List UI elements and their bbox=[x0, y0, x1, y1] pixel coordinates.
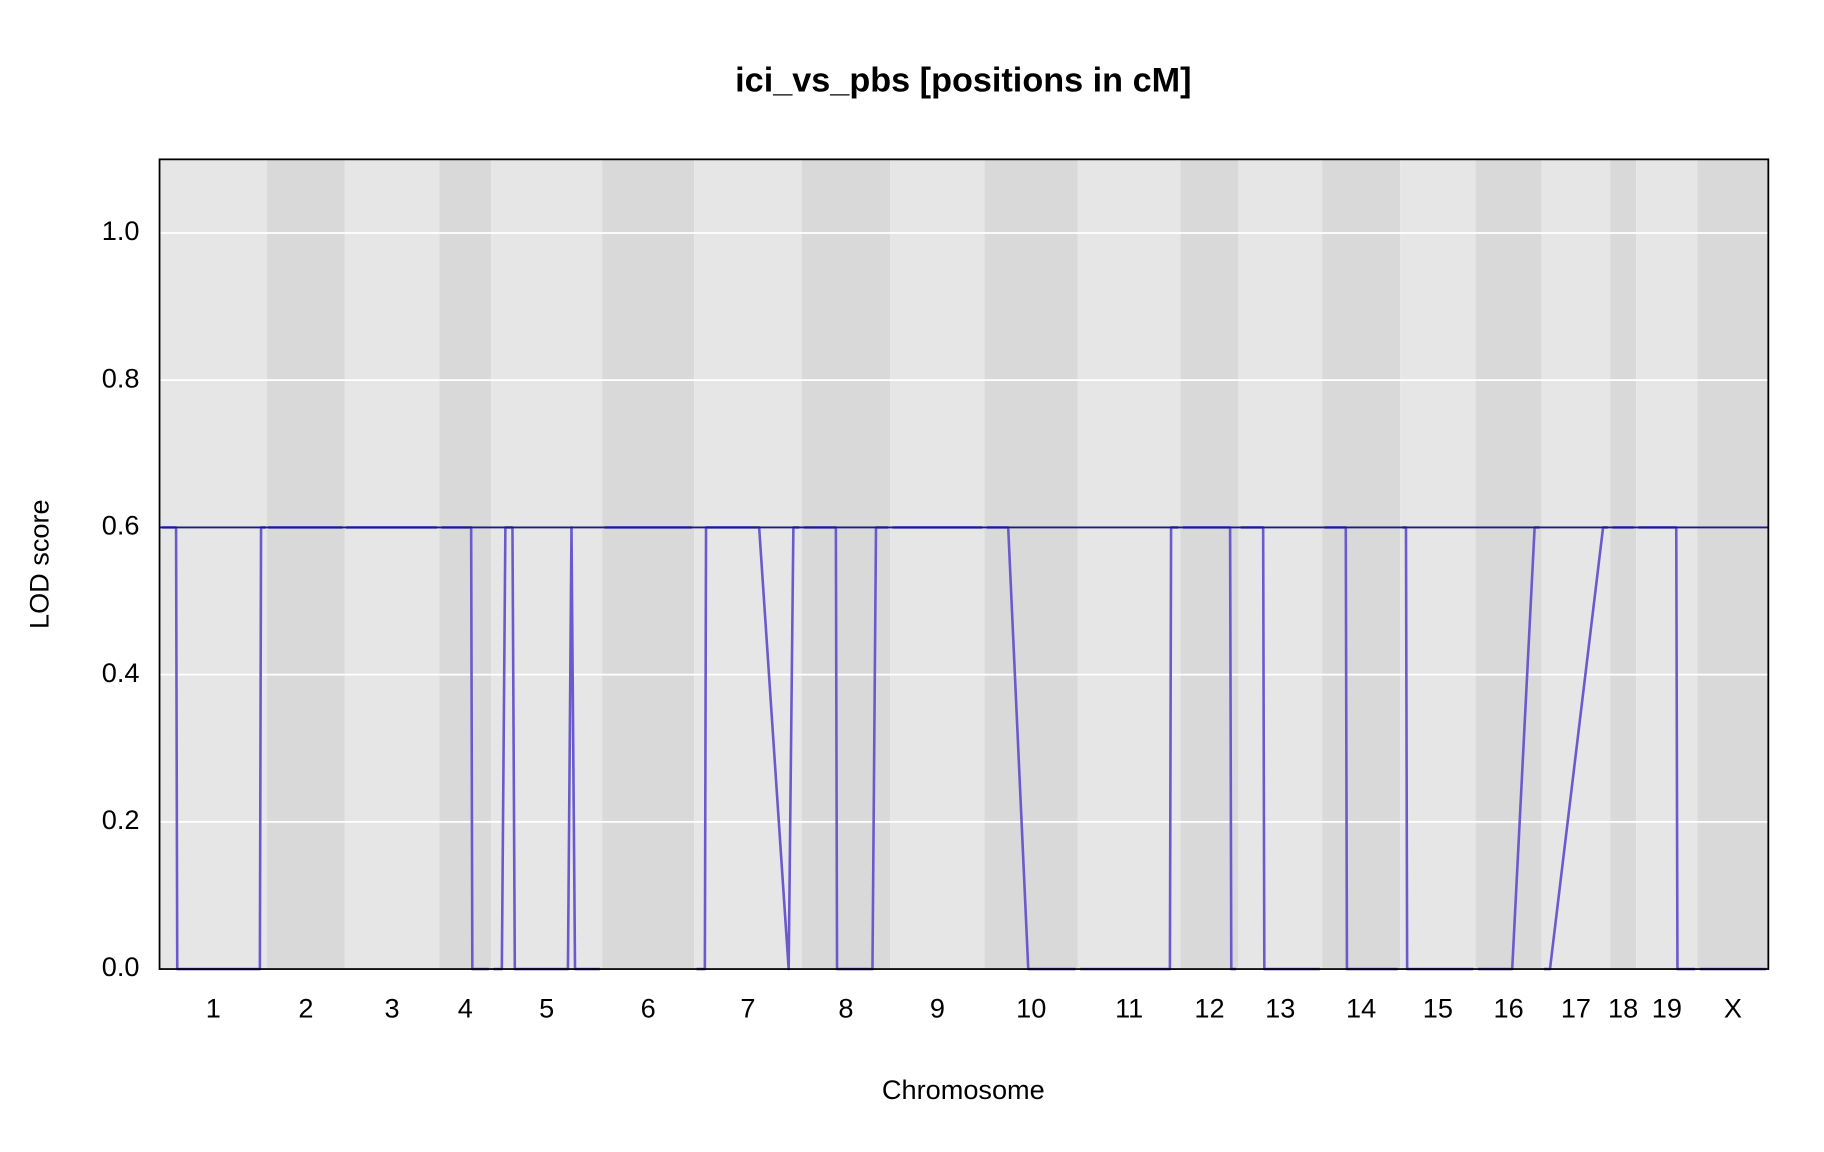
x-tick-label: 11 bbox=[1115, 993, 1143, 1024]
x-tick-label: 19 bbox=[1652, 993, 1682, 1024]
y-tick-label: 0.6 bbox=[102, 510, 140, 541]
chromosome-band bbox=[694, 159, 802, 970]
chromosome-band bbox=[602, 159, 695, 970]
x-tick-label: 7 bbox=[740, 993, 755, 1024]
chromosome-bands bbox=[159, 159, 1769, 970]
plot-border bbox=[158, 158, 1770, 970]
x-tick-label: 4 bbox=[458, 993, 473, 1024]
x-tick-label: 8 bbox=[838, 993, 853, 1024]
y-axis-title: LOD score bbox=[24, 499, 55, 629]
x-tick-label: 1 bbox=[206, 993, 221, 1024]
chromosome-band bbox=[1400, 159, 1476, 970]
chromosome-band bbox=[1636, 159, 1698, 970]
chromosome-band bbox=[1610, 159, 1637, 970]
y-tick-label: 0.0 bbox=[102, 951, 140, 982]
chromosome-band bbox=[266, 159, 345, 970]
y-tick-label: 1.0 bbox=[102, 215, 140, 246]
x-tick-label: 10 bbox=[1016, 993, 1046, 1024]
x-tick-label: 18 bbox=[1608, 993, 1638, 1024]
y-tick-label: 0.8 bbox=[102, 362, 140, 393]
chromosome-band bbox=[1322, 159, 1401, 970]
chromosome-band bbox=[344, 159, 440, 970]
chromosome-band bbox=[1238, 159, 1323, 970]
chromosome-band bbox=[1077, 159, 1181, 970]
x-tick-label: 3 bbox=[385, 993, 400, 1024]
chromosome-band bbox=[1180, 159, 1239, 970]
y-tick-label: 0.2 bbox=[102, 804, 140, 835]
x-tick-label: 12 bbox=[1194, 993, 1224, 1024]
chromosome-band bbox=[1697, 159, 1769, 970]
x-tick-label: 5 bbox=[539, 993, 554, 1024]
chart-title: ici_vs_pbs [positions in cM] bbox=[735, 62, 1191, 100]
x-tick-label: X bbox=[1724, 993, 1742, 1024]
x-tick-label: 9 bbox=[930, 993, 945, 1024]
chromosome-band bbox=[1475, 159, 1542, 970]
x-tick-label: 13 bbox=[1265, 993, 1295, 1024]
x-tick-label: 2 bbox=[298, 993, 313, 1024]
chromosome-band bbox=[890, 159, 985, 970]
chromosome-band bbox=[439, 159, 492, 970]
x-tick-label: 16 bbox=[1494, 993, 1524, 1024]
y-tick-label: 0.4 bbox=[102, 657, 140, 688]
x-tick-label: 6 bbox=[641, 993, 656, 1024]
x-tick-label: 17 bbox=[1561, 993, 1591, 1024]
x-tick-label: 14 bbox=[1346, 993, 1376, 1024]
chromosome-band bbox=[984, 159, 1078, 970]
chromosome-band bbox=[491, 159, 603, 970]
x-axis-title: Chromosome bbox=[882, 1074, 1045, 1105]
x-tick-label: 15 bbox=[1423, 993, 1453, 1024]
